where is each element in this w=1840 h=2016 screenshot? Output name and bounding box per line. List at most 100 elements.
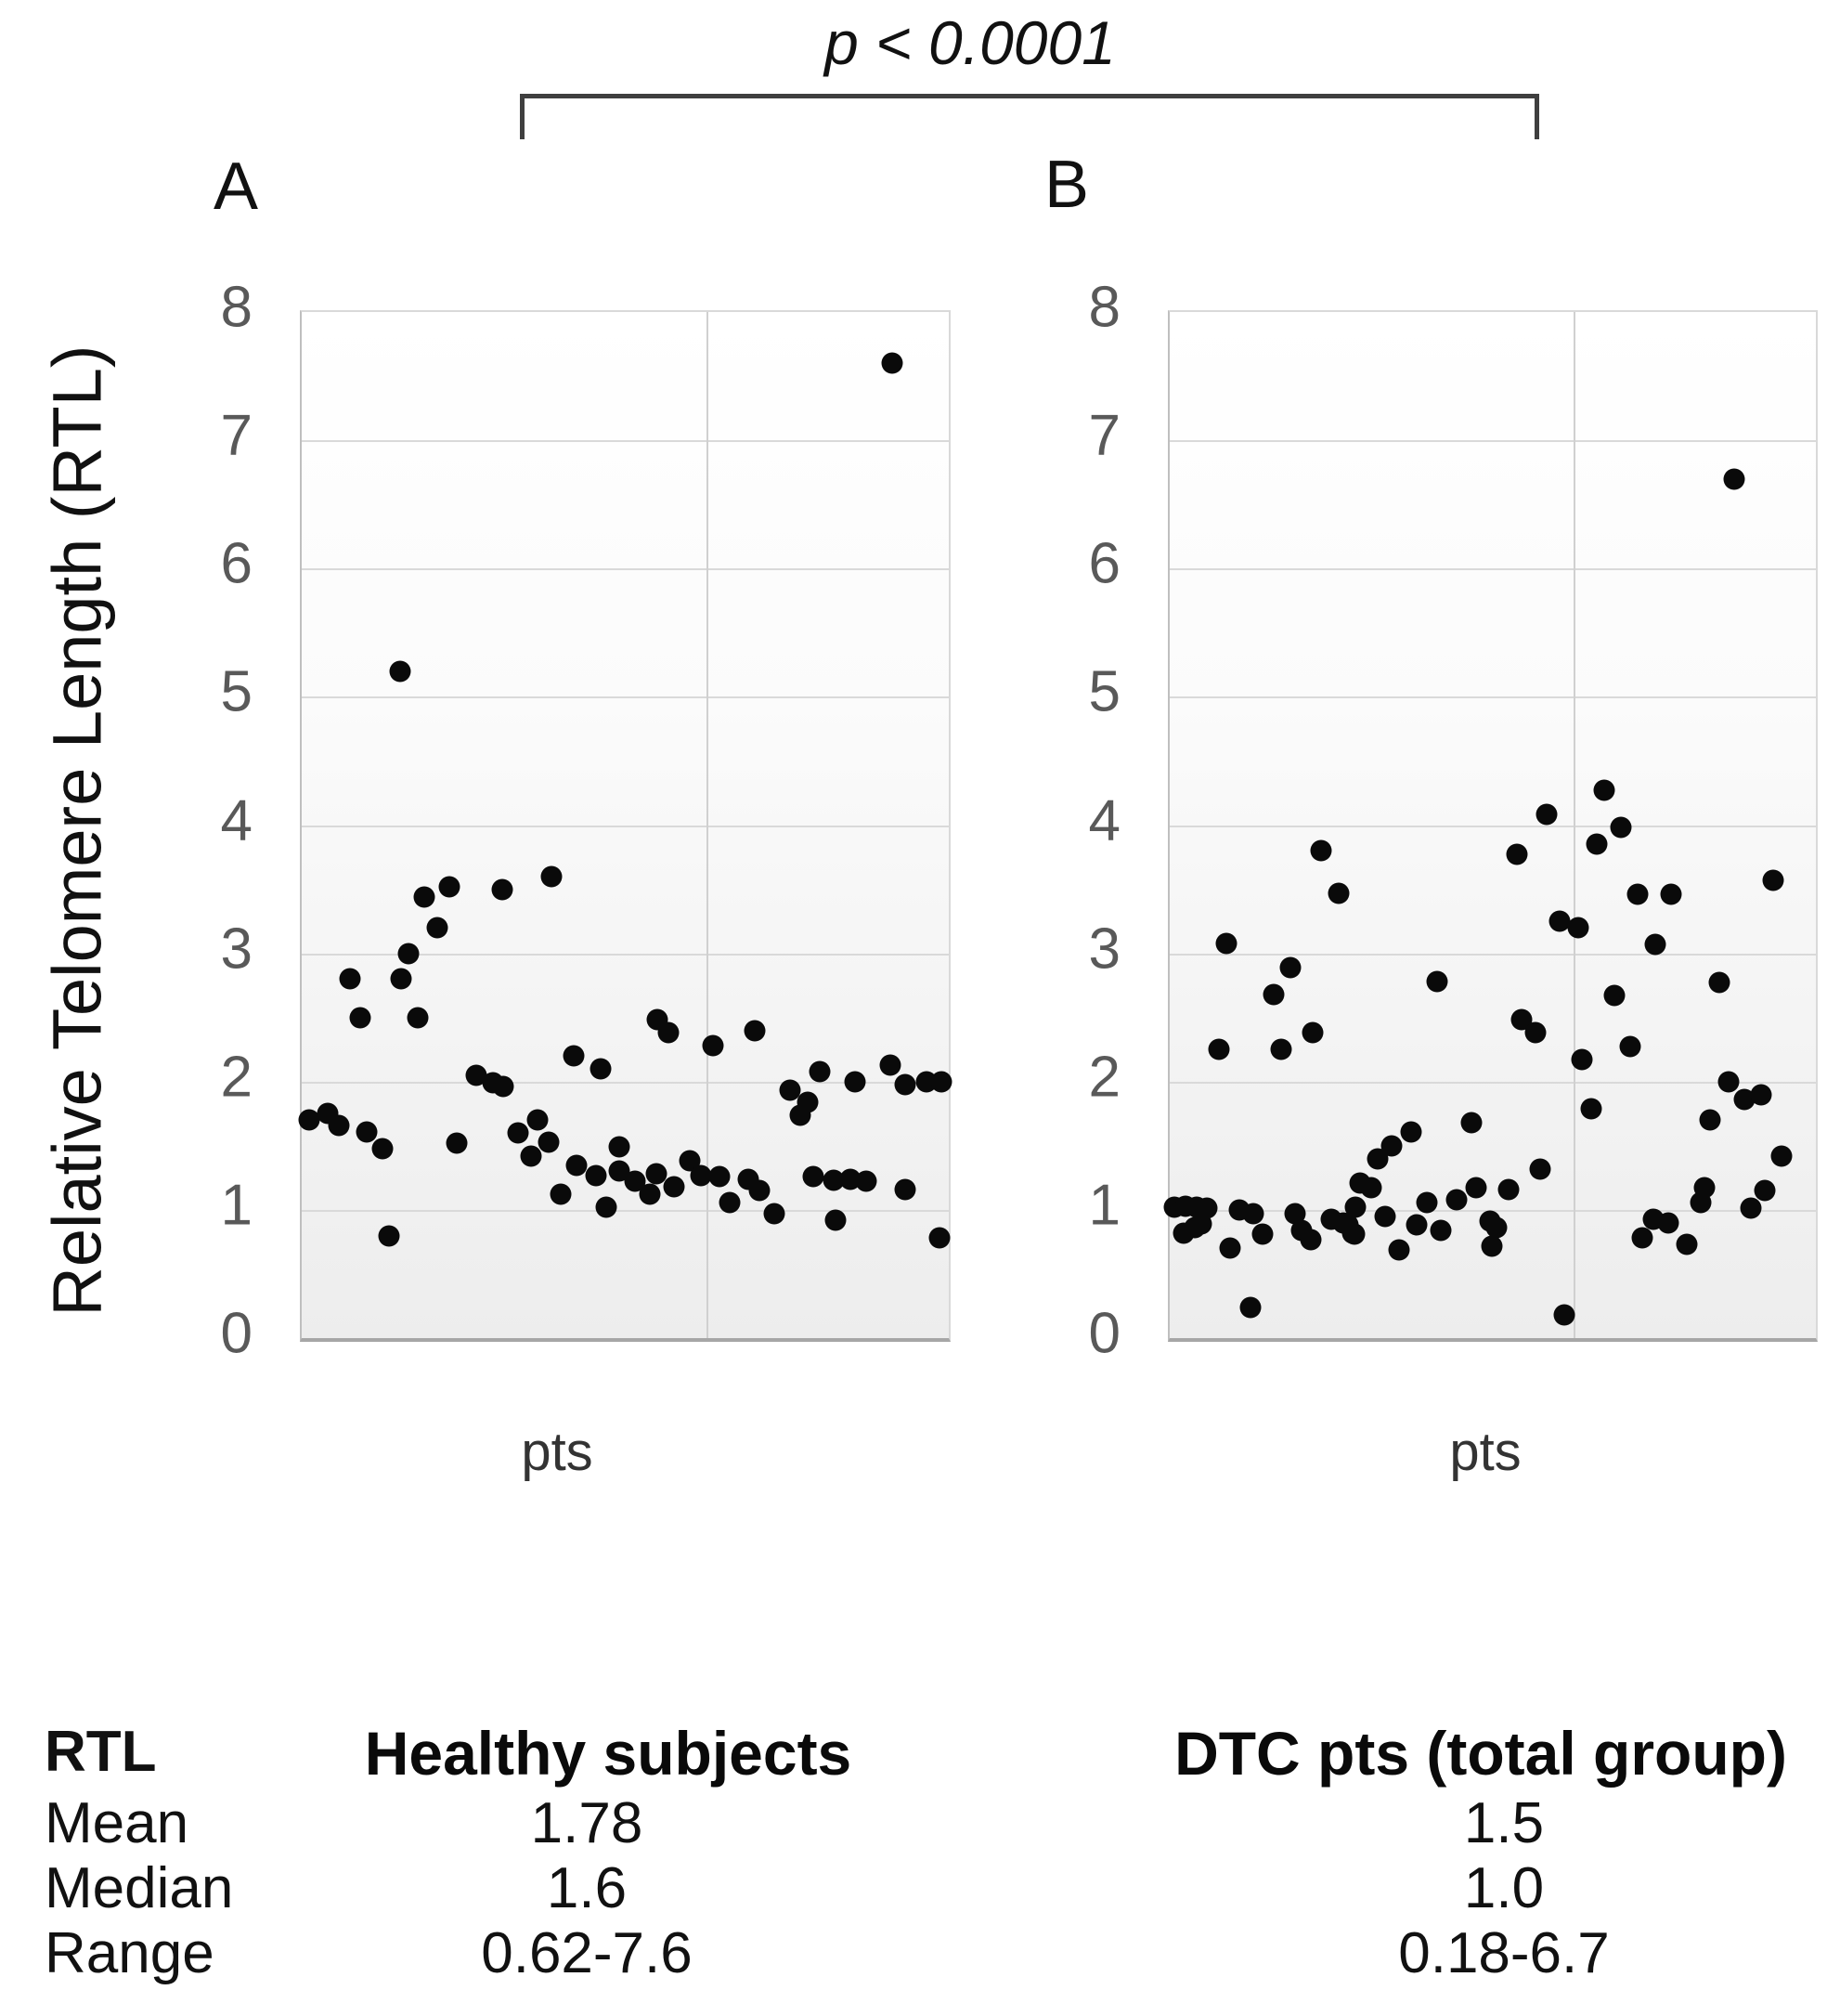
data-point — [1219, 1237, 1241, 1259]
x-axis-label-B: pts — [1449, 1422, 1522, 1482]
data-point — [465, 1064, 487, 1086]
data-point — [585, 1164, 607, 1187]
stats-row-label-mean: Mean — [45, 1791, 189, 1855]
data-point — [1717, 1071, 1740, 1093]
gridline-y3 — [1170, 953, 1816, 956]
data-point — [1626, 883, 1649, 905]
data-point — [1251, 1223, 1274, 1245]
y-tick-label-B-3: 3 — [1088, 917, 1121, 982]
data-point — [1676, 1233, 1698, 1255]
gridline-y7 — [302, 440, 949, 443]
data-point — [1754, 1179, 1776, 1202]
gridline-y6 — [1170, 568, 1816, 571]
data-point — [407, 1007, 429, 1029]
data-point — [1426, 970, 1448, 993]
y-tick-label-B-2: 2 — [1088, 1045, 1121, 1110]
data-point — [639, 1183, 661, 1205]
data-point — [779, 1079, 801, 1101]
data-point — [894, 1178, 916, 1201]
data-point — [1535, 803, 1558, 826]
y-axis-title: Relative Telomere Length (RTL) — [38, 345, 116, 1317]
data-point — [1610, 816, 1632, 839]
data-point — [1571, 1048, 1593, 1071]
y-tick-label-A-1: 1 — [220, 1173, 253, 1238]
data-point — [1284, 1203, 1306, 1225]
stats-value-b-mean: 1.5 — [1463, 1791, 1545, 1855]
data-point — [1619, 1035, 1641, 1058]
y-tick-label-B-0: 0 — [1088, 1301, 1121, 1366]
data-point — [1239, 1296, 1262, 1319]
panel-title-B: DTC pts (total group) — [1174, 1719, 1787, 1788]
data-point — [894, 1073, 916, 1095]
data-point — [1603, 984, 1626, 1007]
data-point — [540, 865, 563, 888]
data-point — [491, 878, 513, 901]
panel-title-A: Healthy subjects — [364, 1719, 852, 1788]
gridline-y3 — [302, 953, 949, 956]
data-point — [1263, 983, 1285, 1006]
data-point — [378, 1225, 400, 1246]
y-tick-label-B-5: 5 — [1088, 660, 1121, 725]
data-point — [1660, 883, 1682, 905]
data-point — [1242, 1203, 1264, 1225]
stats-value-a-mean: 1.78 — [530, 1791, 643, 1855]
plot-area-B — [1163, 310, 1818, 1342]
data-point — [1693, 1177, 1716, 1199]
data-point — [645, 1163, 667, 1185]
data-point — [1657, 1212, 1679, 1234]
data-point — [538, 1131, 560, 1153]
stats-value-a-range: 0.62-7.6 — [481, 1921, 693, 1985]
y-tick-label-B-4: 4 — [1088, 788, 1121, 853]
data-point — [1580, 1098, 1602, 1120]
gridline-y1 — [302, 1209, 949, 1212]
data-point — [413, 886, 435, 908]
stats-value-b-median: 1.0 — [1463, 1856, 1545, 1920]
y-tick-label-A-4: 4 — [220, 788, 253, 853]
data-point — [1270, 1038, 1292, 1060]
y-tick-label-B-6: 6 — [1088, 531, 1121, 596]
data-point — [1733, 1088, 1756, 1111]
data-point — [809, 1060, 831, 1083]
data-point — [1208, 1038, 1230, 1060]
stats-row-label-median: Median — [45, 1856, 234, 1920]
data-point — [397, 943, 420, 965]
data-point — [1310, 839, 1332, 862]
p-value-annotation: p < 0.0001 — [824, 8, 1116, 77]
gridline-y5 — [1170, 696, 1816, 699]
gridline-y4 — [302, 825, 949, 827]
data-point — [1388, 1239, 1410, 1261]
data-point — [1631, 1227, 1653, 1249]
data-point — [563, 1045, 585, 1067]
data-point — [492, 1075, 514, 1098]
data-point — [624, 1170, 646, 1192]
data-point — [1360, 1177, 1382, 1199]
stats-table-header: RTL — [45, 1720, 157, 1784]
data-point — [702, 1034, 724, 1057]
y-tick-label-A-7: 7 — [220, 403, 253, 468]
data-point — [1699, 1109, 1721, 1131]
data-point — [1400, 1121, 1422, 1143]
data-point — [507, 1122, 529, 1144]
data-point — [744, 1020, 766, 1041]
data-point — [1740, 1197, 1762, 1219]
data-point — [802, 1165, 824, 1188]
data-point — [663, 1176, 685, 1198]
data-point — [550, 1183, 572, 1205]
data-point — [1586, 833, 1608, 855]
data-point — [1416, 1191, 1438, 1214]
significance-bracket — [520, 94, 1539, 139]
y-tick-label-A-0: 0 — [220, 1301, 253, 1366]
y-tick-label-A-8: 8 — [220, 275, 253, 340]
data-point — [748, 1179, 771, 1202]
data-point — [608, 1136, 630, 1158]
data-point — [855, 1170, 877, 1192]
plot-area-A — [298, 310, 952, 1342]
gridline-y6 — [302, 568, 949, 571]
data-point — [1279, 956, 1302, 979]
data-point — [1548, 910, 1571, 932]
data-point — [1723, 468, 1745, 490]
panel-letter-A: A — [214, 150, 259, 224]
data-point — [1497, 1178, 1520, 1201]
data-point — [1374, 1205, 1396, 1228]
data-point — [1708, 971, 1730, 994]
